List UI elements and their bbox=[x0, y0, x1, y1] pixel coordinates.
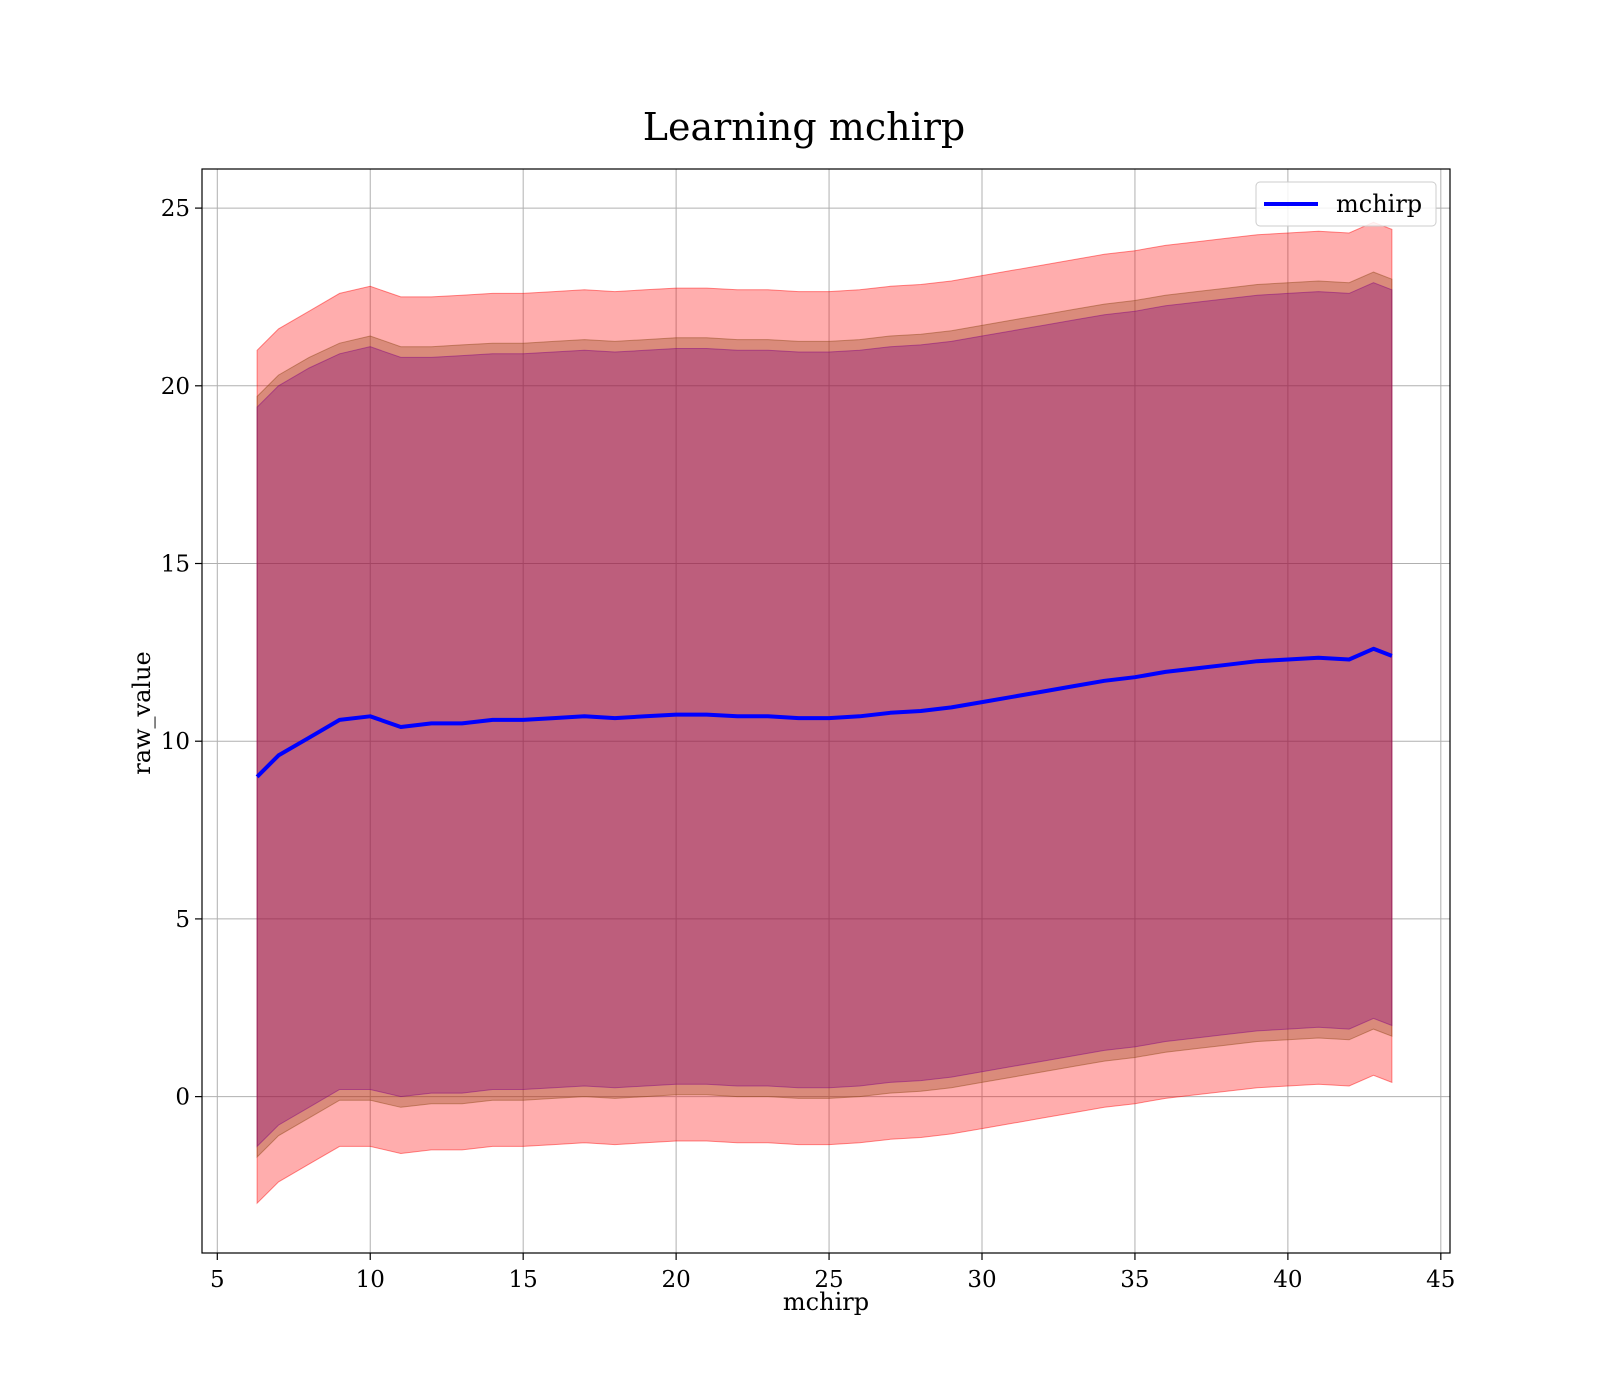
grid bbox=[202, 169, 1450, 1253]
x-tick-label: 5 bbox=[210, 1267, 225, 1293]
y-tick-label: 20 bbox=[161, 374, 190, 400]
legend-label-mchirp: mchirp bbox=[1336, 190, 1422, 218]
y-tick-label: 5 bbox=[175, 907, 190, 933]
y-tick-label: 0 bbox=[175, 1085, 190, 1111]
y-tick-label: 10 bbox=[161, 729, 190, 755]
y-tick-label: 25 bbox=[161, 196, 190, 222]
confidence-bands bbox=[256, 221, 1393, 1205]
x-tick-label: 25 bbox=[814, 1267, 843, 1293]
plot-frame bbox=[201, 168, 1451, 1254]
y-axis-label: raw_value bbox=[128, 651, 156, 775]
x-tick-label: 35 bbox=[1120, 1267, 1149, 1293]
x-tick-label: 15 bbox=[509, 1267, 538, 1293]
legend: mchirp bbox=[1255, 181, 1437, 227]
band-outer_band bbox=[256, 221, 1393, 1205]
series-line-mchirp bbox=[255, 646, 1393, 779]
series-lines bbox=[255, 646, 1393, 779]
x-axis-ticks: 5 10 15 20 25 30 35 40 45 bbox=[210, 1253, 1455, 1293]
x-tick-label: 10 bbox=[356, 1267, 385, 1293]
band-middle_band bbox=[256, 271, 1393, 1159]
x-tick-label: 45 bbox=[1426, 1267, 1455, 1293]
chart-title: Learning mchirp bbox=[643, 105, 965, 149]
x-tick-label: 30 bbox=[967, 1267, 996, 1293]
x-tick-label: 40 bbox=[1273, 1267, 1302, 1293]
x-tick-label: 20 bbox=[661, 1267, 690, 1293]
y-axis-ticks: 0 5 10 15 20 25 bbox=[161, 196, 202, 1111]
x-axis-label: mchirp bbox=[783, 1288, 869, 1316]
band-inner_band bbox=[256, 282, 1393, 1148]
y-tick-label: 15 bbox=[161, 552, 190, 578]
legend-box bbox=[1255, 181, 1437, 227]
